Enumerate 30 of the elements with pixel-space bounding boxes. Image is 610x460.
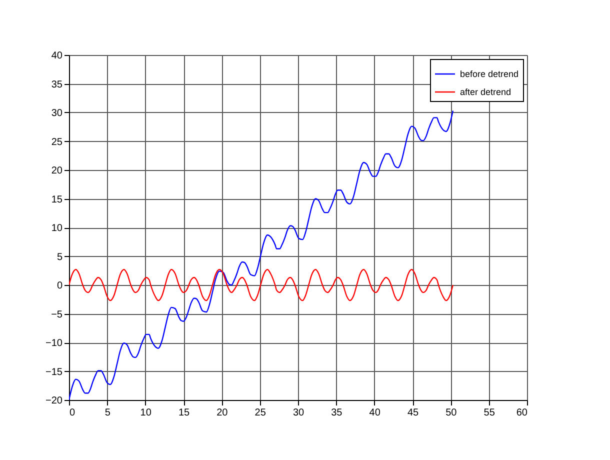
x-tick-label: 20: [216, 408, 228, 418]
x-tick-label: 10: [140, 408, 152, 418]
legend-label: after detrend: [460, 87, 512, 97]
y-tick-label: 20: [51, 166, 63, 176]
y-tick-label: −15: [46, 366, 63, 378]
x-tick-label: 50: [446, 408, 458, 418]
y-tick-label: 5: [56, 252, 63, 263]
x-tick-label: 55: [484, 408, 496, 418]
x-tick-label: 25: [254, 408, 266, 418]
x-tick-label: 40: [369, 408, 381, 418]
x-tick-label: 60: [516, 408, 528, 418]
x-tick-label: 15: [178, 408, 190, 418]
y-tick-label: −5: [51, 309, 63, 320]
y-tick-label: 40: [51, 50, 63, 62]
y-tick-label: 30: [51, 108, 63, 119]
y-tick-label: 10: [51, 223, 63, 234]
x-tick-label: 0: [70, 408, 76, 418]
y-tick-label: 35: [51, 79, 63, 90]
y-tick-label: 0: [56, 280, 63, 292]
x-tick-label: 45: [407, 408, 419, 418]
y-tick-label: −10: [46, 338, 63, 349]
line-series: [69, 268, 454, 302]
x-tick-label: 30: [292, 408, 304, 418]
y-tick-label: 25: [51, 136, 63, 148]
y-tick-label: −20: [46, 396, 63, 406]
legend-label: before detrend: [460, 69, 519, 79]
x-tick-label: 35: [331, 408, 343, 418]
line-series: [69, 110, 454, 400]
y-tick-label: 15: [51, 194, 63, 206]
x-tick-label: 5: [104, 408, 111, 418]
